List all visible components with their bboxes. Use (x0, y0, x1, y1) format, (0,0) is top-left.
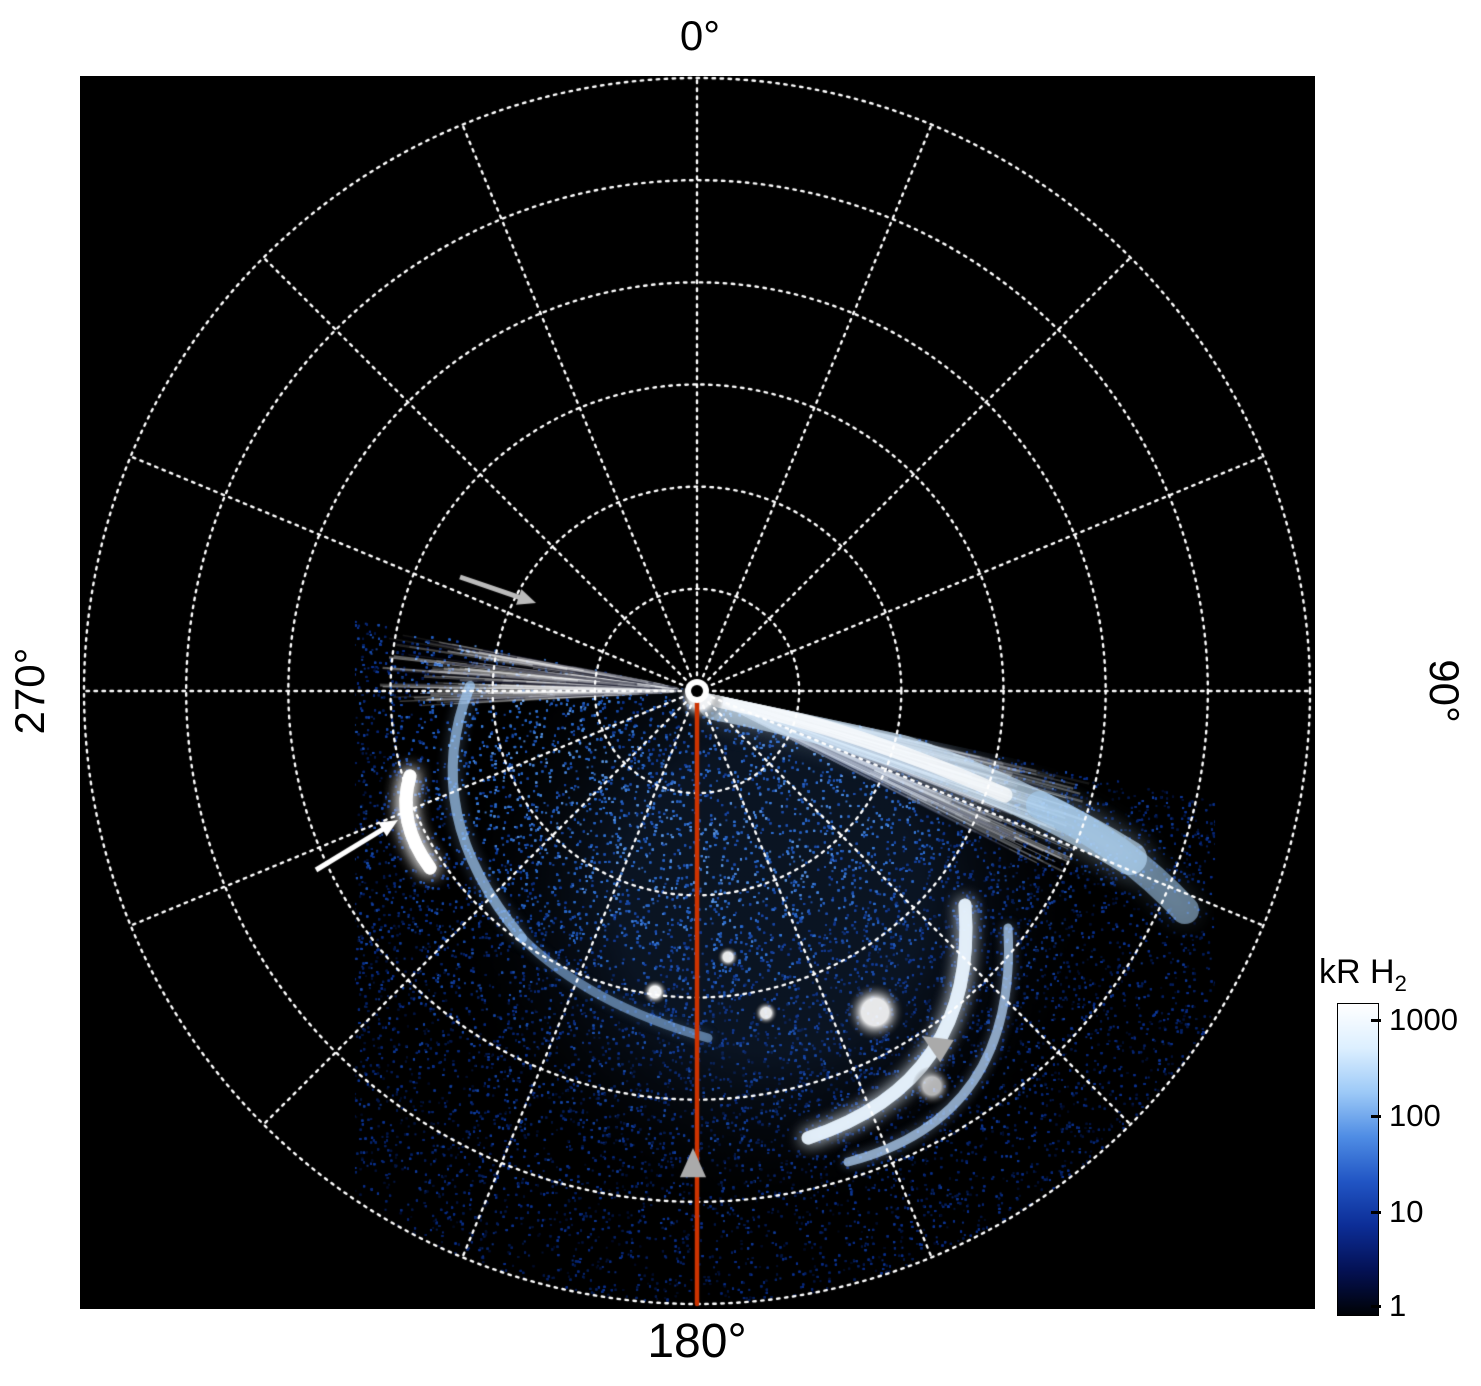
aurora-polar-canvas (80, 76, 1315, 1309)
angle-label-180: 180° (647, 1315, 747, 1368)
angle-label-0: 0° (679, 12, 721, 59)
plot-area (80, 76, 1315, 1309)
colorbar-tick-100: 100 (1371, 1098, 1441, 1134)
colorbar-tickmark (1371, 1018, 1381, 1022)
colorbar-tick-1000: 1000 (1371, 1002, 1458, 1038)
colorbar-gradient (1337, 1003, 1379, 1316)
colorbar-tick-label: 1 (1389, 1288, 1407, 1323)
colorbar-tickmark (1371, 1210, 1381, 1214)
colorbar-title-subscript: 2 (1394, 970, 1407, 996)
colorbar-tick-1: 1 (1371, 1288, 1407, 1324)
colorbar-tick-10: 10 (1371, 1194, 1424, 1230)
colorbar-tick-label: 1000 (1389, 1002, 1458, 1037)
colorbar-tickmark (1371, 1304, 1381, 1308)
colorbar-title-text: kR H (1319, 953, 1395, 991)
colorbar-tickmark (1371, 1114, 1381, 1118)
angle-label-90: 90° (1421, 659, 1468, 723)
colorbar: kR H2 1000 100 10 1 (1319, 953, 1481, 1323)
angle-label-270: 270° (6, 647, 53, 735)
colorbar-tick-label: 10 (1389, 1194, 1424, 1229)
colorbar-tick-label: 100 (1389, 1098, 1441, 1133)
colorbar-title: kR H2 (1319, 953, 1407, 997)
